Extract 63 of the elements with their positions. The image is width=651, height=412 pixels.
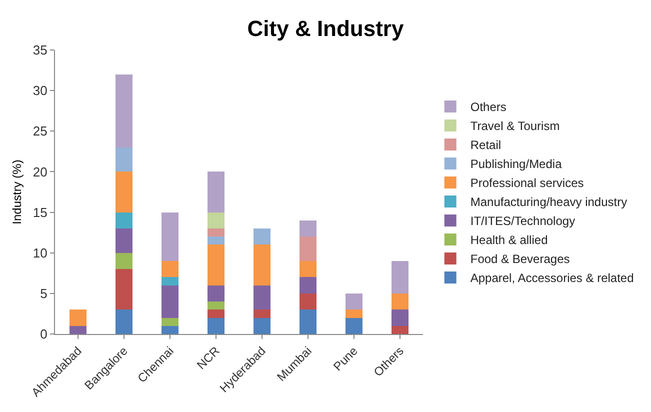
bar: [299, 310, 317, 334]
bar: [299, 236, 317, 261]
bar: [299, 260, 317, 278]
y-tick-label: 25: [32, 124, 48, 139]
bar: [207, 244, 225, 286]
bar: [345, 293, 363, 310]
bar: [115, 147, 133, 172]
bar: [115, 228, 133, 253]
bar: [345, 318, 363, 334]
y-tick-label: 0: [40, 326, 48, 342]
bar: [391, 293, 409, 310]
y-tick-label: 15: [32, 204, 48, 220]
bar: [253, 228, 271, 245]
legend-label: Retail: [470, 138, 502, 152]
bar: [299, 293, 317, 310]
bar: [115, 74, 133, 148]
bar: [345, 310, 363, 318]
legend-label: Health & allied: [470, 233, 548, 248]
bar: [207, 236, 225, 245]
bar: [161, 318, 179, 326]
bar: [253, 285, 271, 310]
legend-label: Publishing/Media: [470, 157, 562, 172]
chart-title: City & Industry: [247, 16, 404, 41]
bar: [253, 310, 271, 318]
bar: [207, 228, 225, 237]
legend-label: Manufacturing/heavy industry: [470, 195, 628, 210]
legend-label: IT/ITES/Technology: [470, 214, 576, 228]
bar: [115, 212, 133, 229]
bar: [207, 212, 225, 229]
bar: [253, 244, 271, 286]
bar: [69, 326, 87, 334]
bar: [207, 172, 225, 212]
bar: [299, 277, 317, 294]
bar: [207, 318, 225, 334]
bar: [253, 318, 271, 334]
bar: [161, 260, 179, 278]
bar: [207, 310, 225, 318]
legend-label: Apparel, Accessories & related: [470, 271, 634, 286]
bar: [115, 310, 133, 334]
bar: [161, 285, 179, 318]
y-axis-title: Industry (%): [10, 160, 24, 224]
bar: [115, 269, 133, 310]
bar: [161, 277, 179, 286]
legend-label: Food & Beverages: [470, 252, 570, 266]
bar: [207, 285, 225, 302]
bar: [207, 302, 225, 310]
y-tick-label: 5: [40, 286, 48, 301]
legend-label: Professional services: [470, 176, 584, 190]
bar: [391, 310, 409, 326]
y-tick-label: 30: [32, 83, 48, 98]
bar: [69, 310, 87, 326]
bar: [161, 326, 179, 334]
y-tick-label: 20: [32, 164, 48, 180]
y-tick-label: 35: [32, 42, 48, 58]
legend-label: Travel & Tourism: [470, 119, 560, 134]
y-tick-label: 10: [32, 245, 48, 260]
bar: [299, 220, 317, 237]
bar: [115, 172, 133, 212]
bar: [391, 326, 409, 334]
bar: [391, 260, 409, 294]
bar: [161, 212, 179, 261]
bar: [115, 252, 133, 270]
legend-label: Others: [470, 100, 506, 114]
